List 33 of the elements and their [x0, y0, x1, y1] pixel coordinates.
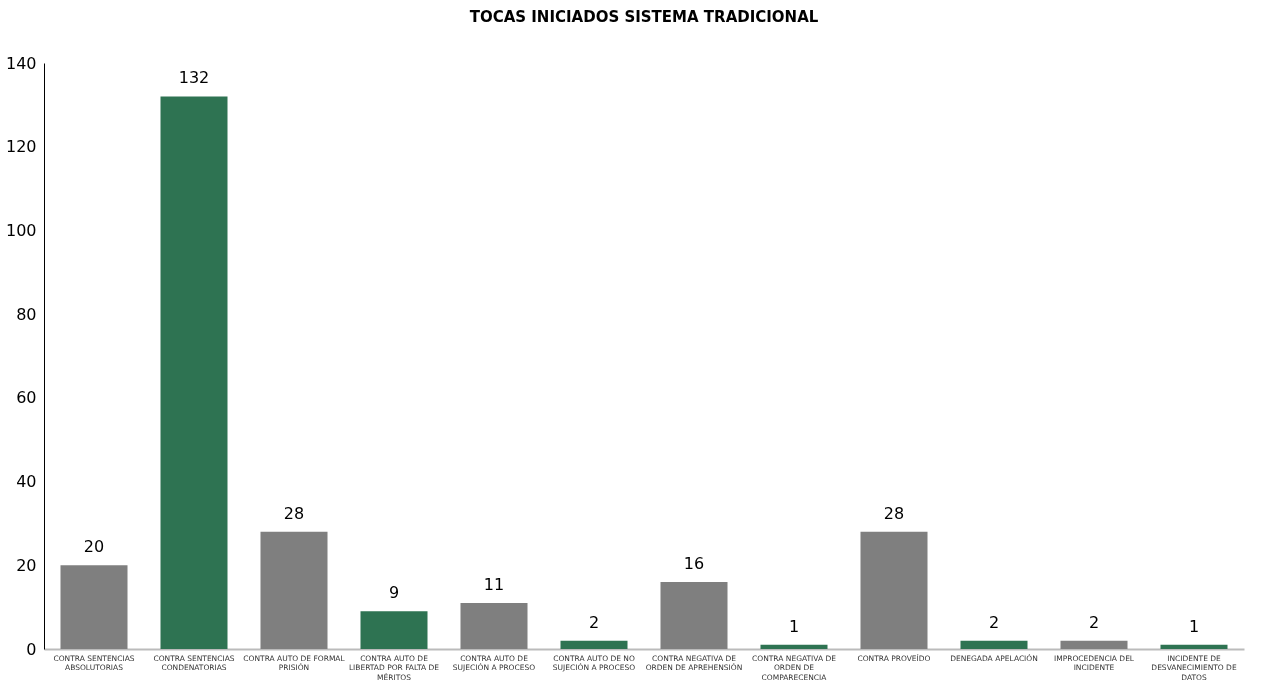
y-tick-label: 80 [16, 304, 37, 324]
data-label: 2 [1088, 612, 1100, 632]
data-label: 28 [283, 503, 305, 523]
bar [860, 531, 928, 649]
y-tick-label: 60 [16, 388, 37, 408]
data-label: 2 [988, 612, 1000, 632]
data-label: 1 [1188, 616, 1200, 636]
y-tick-label: 100 [5, 220, 37, 240]
data-label: 1 [788, 616, 800, 636]
data-label: 11 [483, 574, 505, 594]
bar [660, 582, 728, 649]
bar [960, 640, 1028, 649]
y-tick-label: 40 [16, 472, 37, 492]
bar [560, 640, 628, 649]
bar [260, 531, 328, 649]
data-label: 20 [83, 537, 105, 557]
bar [460, 602, 528, 649]
data-label: 9 [388, 583, 400, 603]
data-label: 16 [683, 554, 705, 574]
y-tick-label: 140 [5, 53, 37, 73]
chart-title: TOCAS INICIADOS SISTEMA TRADICIONAL [469, 8, 819, 26]
y-tick-label: 20 [16, 555, 37, 575]
data-label: 132 [178, 68, 210, 88]
bar [1160, 644, 1228, 649]
bar [360, 611, 428, 649]
bar [1060, 640, 1128, 649]
bar [60, 565, 128, 649]
y-tick-label: 0 [26, 639, 37, 659]
bar [160, 96, 228, 649]
y-tick-label: 120 [5, 137, 37, 157]
data-label: 2 [588, 612, 600, 632]
data-label: 28 [883, 503, 905, 523]
bar [760, 644, 828, 649]
